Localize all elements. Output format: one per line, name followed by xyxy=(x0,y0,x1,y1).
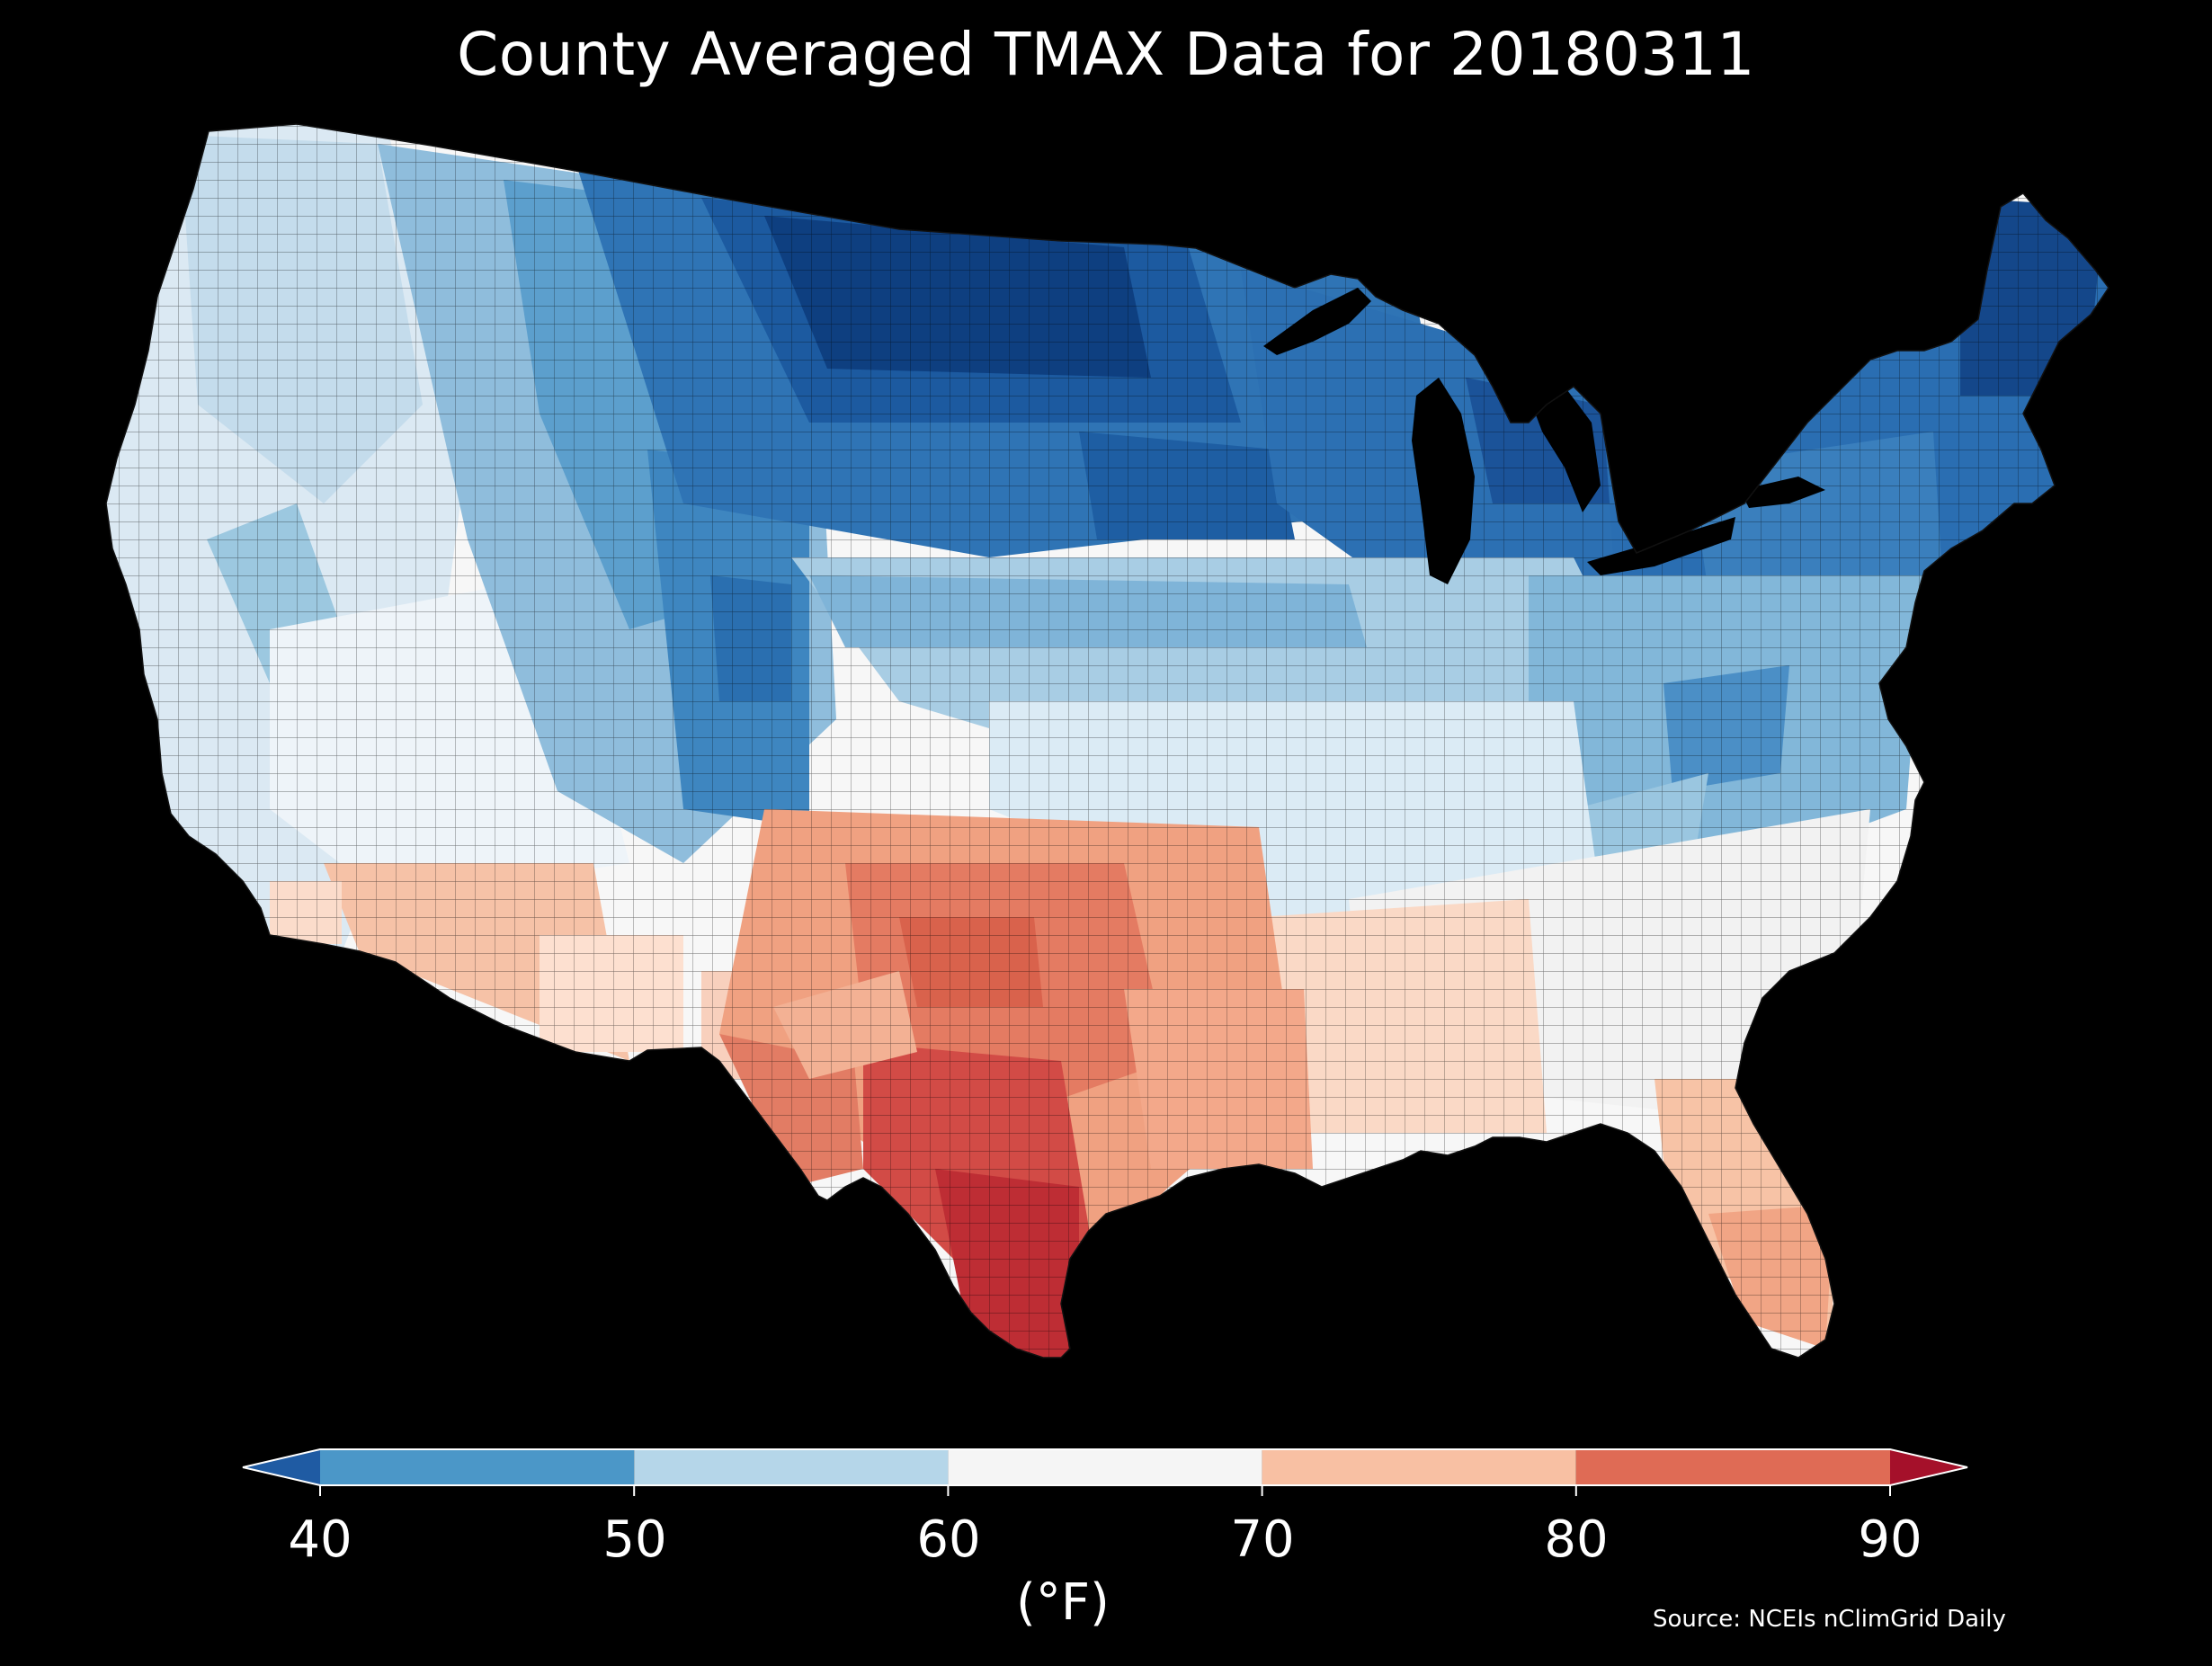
colorbar-bin-80-90 xyxy=(1575,1449,1890,1485)
colorbar-tick-50: 50 xyxy=(602,1510,667,1569)
map-title: County Averaged TMAX Data for 20180311 xyxy=(457,20,1755,89)
colorbar-tick-70: 70 xyxy=(1230,1510,1295,1569)
great-lakes xyxy=(1263,288,1825,584)
source-credit: Source: NCEIs nClimGrid Daily xyxy=(1653,1606,2006,1633)
colorbar-bin-70-80 xyxy=(1262,1449,1576,1485)
colorbar-tick-40: 40 xyxy=(288,1510,352,1569)
colorbar-bin-50-60 xyxy=(634,1449,949,1485)
colorbar-tick-90: 90 xyxy=(1858,1510,1922,1569)
us-outline xyxy=(105,123,2109,1359)
colorbar-tick-60: 60 xyxy=(916,1510,981,1569)
colorbar-bin-60-70 xyxy=(948,1449,1262,1485)
colorbar-extend-low xyxy=(243,1449,320,1485)
colorbar-bin-40-50 xyxy=(320,1449,635,1485)
colorbar-bins xyxy=(242,1448,1968,1496)
us-county-map xyxy=(105,123,2109,1359)
colorbar-unit-label: (°F) xyxy=(1016,1573,1110,1632)
colorbar-tick-80: 80 xyxy=(1544,1510,1609,1569)
colorbar-extend-high xyxy=(1890,1449,1967,1485)
